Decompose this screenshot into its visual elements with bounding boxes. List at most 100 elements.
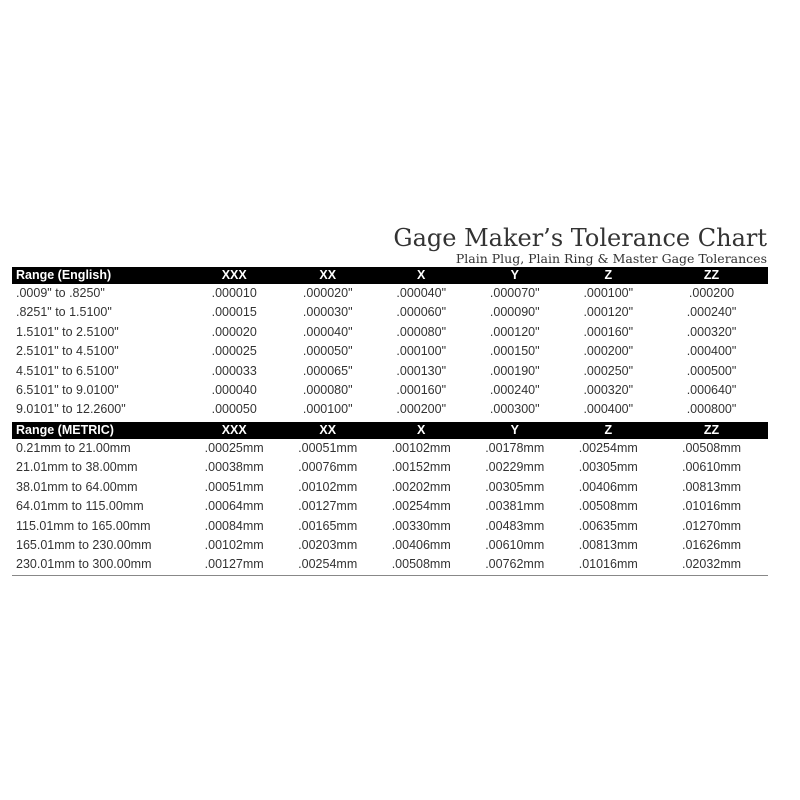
grade-header: XX: [319, 423, 337, 437]
range-header: Range (English): [16, 268, 112, 282]
tolerance-cell: .000100": [302, 402, 353, 417]
tolerance-cell: .00330mm: [391, 518, 451, 533]
grade-header: Y: [510, 423, 519, 437]
tolerance-cell: .000030": [302, 305, 353, 320]
chart-title: Gage Maker’s Tolerance Chart: [393, 224, 767, 252]
tolerance-cell: .00508mm: [578, 499, 638, 514]
range-cell: 6.5101" to 9.0100": [16, 382, 119, 397]
range-cell: 9.0101" to 12.2600": [16, 402, 126, 417]
tolerance-cell: .000100": [396, 344, 447, 359]
tolerance-cell: .000400": [583, 402, 634, 417]
tolerance-cell: .000190": [489, 363, 540, 378]
tolerance-cell: .000800": [686, 402, 737, 417]
header-row: Range (METRIC) XXX XX X Y Z ZZ: [12, 422, 768, 439]
tolerance-cell: .00064mm: [204, 499, 264, 514]
range-cell: 115.01mm to 165.00mm: [16, 518, 151, 533]
tolerance-cell: .00127mm: [204, 557, 264, 572]
tolerance-cell: .01016mm: [578, 557, 638, 572]
tolerance-cell: .00483mm: [485, 518, 545, 533]
tolerance-cell: .000130": [396, 363, 447, 378]
grade-header: XXX: [221, 268, 247, 282]
grade-header: ZZ: [703, 423, 720, 437]
table-row: 0.21mm to 21.00mm .00025mm .00051mm .00102m…: [12, 439, 768, 458]
tolerance-cell: .00051mm: [204, 479, 264, 494]
tolerance-cell: .000065": [302, 363, 353, 378]
tolerance-cell: .000200": [396, 402, 447, 417]
range-cell: .0009" to .8250": [16, 286, 105, 300]
tolerance-cell: .00254mm: [391, 499, 451, 514]
table-row: .0009" to .8250" .000010 .000020" .000040".…: [12, 284, 768, 303]
tolerance-cell: .000320": [686, 324, 737, 339]
tolerance-cell: .00038mm: [204, 460, 264, 475]
grade-header: Y: [510, 268, 519, 282]
tolerance-cell: .00084mm: [204, 518, 264, 533]
tolerance-cell: .00635mm: [578, 518, 638, 533]
range-cell: 165.01mm to 230.00mm: [16, 537, 152, 552]
tolerance-cell: .00102mm: [204, 537, 264, 552]
tolerance-cell: .000050: [211, 402, 257, 417]
grade-header: XXX: [221, 423, 247, 437]
tolerance-cell: .000200: [688, 286, 735, 300]
tolerance-cell: .000010: [211, 286, 257, 300]
range-cell: 1.5101" to 2.5100": [16, 324, 119, 339]
grade-header: ZZ: [703, 268, 720, 282]
tolerance-cell: .01270mm: [681, 518, 742, 533]
tolerance-cell: .00202mm: [391, 479, 451, 494]
table-row: 1.5101" to 2.5100" .000020 .000040" .000080…: [12, 323, 768, 342]
tolerance-cell: .00508mm: [391, 557, 451, 572]
tolerance-cell: .00051mm: [298, 441, 358, 455]
english-tolerance-table: Range (English) XXX XX X Y Z ZZ .0009" to .8250…: [12, 267, 768, 420]
chart-subtitle: Plain Plug, Plain Ring & Master Gage Tol…: [455, 251, 767, 266]
tolerance-cell: .01626mm: [681, 537, 742, 552]
tolerance-cell: .000040: [211, 382, 257, 397]
table-row: 21.01mm to 38.00mm .00038mm .00076mm .00152…: [12, 458, 768, 477]
table-row: 115.01mm to 165.00mm .00084mm .00165mm .003…: [12, 517, 768, 536]
tolerance-cell: .00203mm: [298, 537, 358, 552]
tolerance-cell: .000640": [686, 382, 737, 397]
tolerance-cell: .000080": [302, 382, 353, 397]
range-cell: 230.01mm to 300.00mm: [16, 557, 152, 572]
tolerance-cell: .000060": [396, 305, 447, 320]
tolerance-cell: .000200": [583, 344, 634, 359]
tolerance-cell: .01016mm: [681, 499, 742, 514]
tolerance-cell: .00813mm: [578, 537, 638, 552]
tolerance-cell: .000070": [489, 286, 540, 300]
tolerance-cell: .00305mm: [578, 460, 638, 475]
range-cell: 2.5101" to 4.5100": [16, 344, 119, 359]
range-cell: 4.5101" to 6.5100": [16, 363, 119, 378]
table-bottom-rule: [12, 575, 768, 576]
table-row: 165.01mm to 230.00mm .00102mm .00203mm .004…: [12, 536, 768, 555]
tolerance-cell: .00102mm: [391, 441, 451, 455]
tolerance-cell: .000320": [583, 382, 634, 397]
tolerance-cell: .000120": [583, 305, 634, 320]
tolerance-cell: .000020": [302, 286, 353, 300]
tolerance-cell: .000033: [211, 363, 257, 378]
tolerance-cell: .02032mm: [681, 557, 742, 572]
metric-tolerance-table: Range (METRIC) XXX XX X Y Z ZZ 0.21mm to 21.00m…: [12, 422, 768, 575]
grade-header: Z: [604, 268, 613, 282]
table-row: 230.01mm to 300.00mm .00127mm .00254mm .005…: [12, 555, 768, 574]
tolerance-cell: .000040": [396, 286, 447, 300]
tolerance-cell: .000080": [396, 324, 447, 339]
tolerance-cell: .00381mm: [485, 499, 545, 514]
tolerance-cell: .000400": [686, 344, 737, 359]
tolerance-cell: .000020: [211, 324, 257, 339]
tolerance-cell: .000090": [489, 305, 540, 320]
tolerance-cell: .00127mm: [298, 499, 358, 514]
tolerance-cell: .00610mm: [485, 537, 545, 552]
range-cell: .8251" to 1.5100": [16, 305, 112, 320]
grade-header: XX: [319, 268, 337, 282]
range-cell: 38.01mm to 64.00mm: [16, 479, 138, 494]
tolerance-cell: .00102mm: [298, 479, 358, 494]
header-row: Range (English) XXX XX X Y Z ZZ: [12, 267, 768, 284]
tolerance-cell: .00813mm: [681, 479, 742, 494]
tolerance-cell: .00178mm: [485, 441, 545, 455]
tolerance-cell: .000100": [583, 286, 634, 300]
range-cell: 64.01mm to 115.00mm: [16, 499, 144, 514]
table-row: 2.5101" to 4.5100" .000025 .000050" .000100…: [12, 342, 768, 361]
table-row: 4.5101" to 6.5100" .000033 .000065" .000130…: [12, 362, 768, 381]
tolerance-cell: .000500": [686, 363, 737, 378]
tolerance-cell: .00762mm: [485, 557, 545, 572]
tolerance-cell: .000240": [686, 305, 737, 320]
tolerance-cell: .00165mm: [298, 518, 358, 533]
